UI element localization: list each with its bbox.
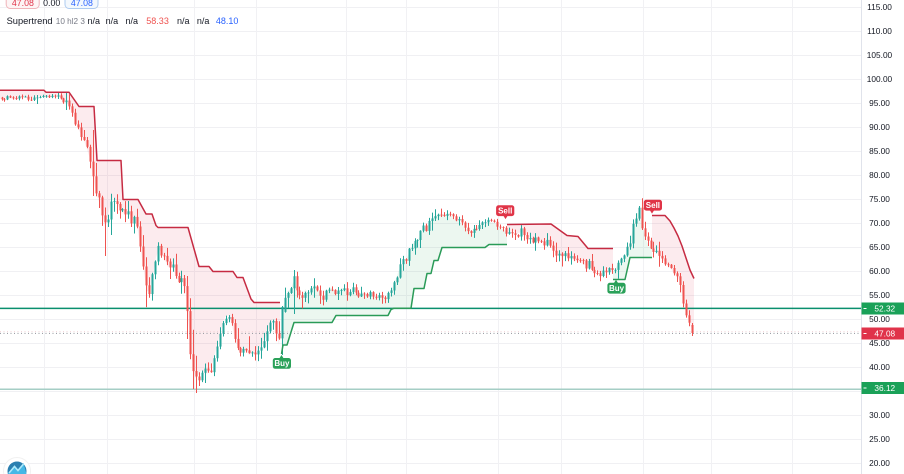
svg-text:n/a: n/a [197,16,210,26]
svg-text:105.00: 105.00 [867,50,893,60]
svg-text:80.00: 80.00 [869,170,890,180]
svg-text:n/a: n/a [106,16,119,26]
svg-text:85.00: 85.00 [869,146,890,156]
svg-text:n/a: n/a [177,16,190,26]
svg-text:52.32: 52.32 [874,304,895,314]
svg-text:50.00: 50.00 [869,314,890,324]
svg-text:47.08: 47.08 [71,0,93,8]
svg-text:47.08: 47.08 [12,0,34,8]
svg-text:45.00: 45.00 [869,338,890,348]
svg-text:70.00: 70.00 [869,218,890,228]
svg-text:110.00: 110.00 [867,26,892,36]
svg-text:58.33: 58.33 [146,16,169,26]
svg-text:Sell: Sell [646,201,660,210]
svg-text:25.00: 25.00 [869,434,890,444]
svg-text:Sell: Sell [498,206,512,215]
svg-text:65.00: 65.00 [869,242,890,252]
svg-text:60.00: 60.00 [869,266,890,276]
svg-text:20.00: 20.00 [869,458,890,468]
svg-text:75.00: 75.00 [869,194,890,204]
svg-text:55.00: 55.00 [869,290,890,300]
svg-text:Buy: Buy [274,359,290,368]
svg-text:Buy: Buy [609,284,625,293]
svg-text:100.00: 100.00 [867,74,893,84]
svg-text:115.00: 115.00 [867,2,892,12]
svg-text:48.10: 48.10 [216,16,239,26]
svg-text:36.12: 36.12 [874,383,895,393]
svg-text:10 hl2 3: 10 hl2 3 [56,17,86,26]
svg-text:90.00: 90.00 [869,122,890,132]
svg-text:n/a: n/a [126,16,139,26]
svg-text:Supertrend: Supertrend [7,16,53,26]
svg-text:47.08: 47.08 [874,329,895,339]
svg-text:n/a: n/a [88,16,101,26]
svg-text:0.00: 0.00 [43,0,60,8]
svg-text:30.00: 30.00 [869,410,890,420]
svg-text:95.00: 95.00 [869,98,890,108]
svg-text:40.00: 40.00 [869,362,890,372]
